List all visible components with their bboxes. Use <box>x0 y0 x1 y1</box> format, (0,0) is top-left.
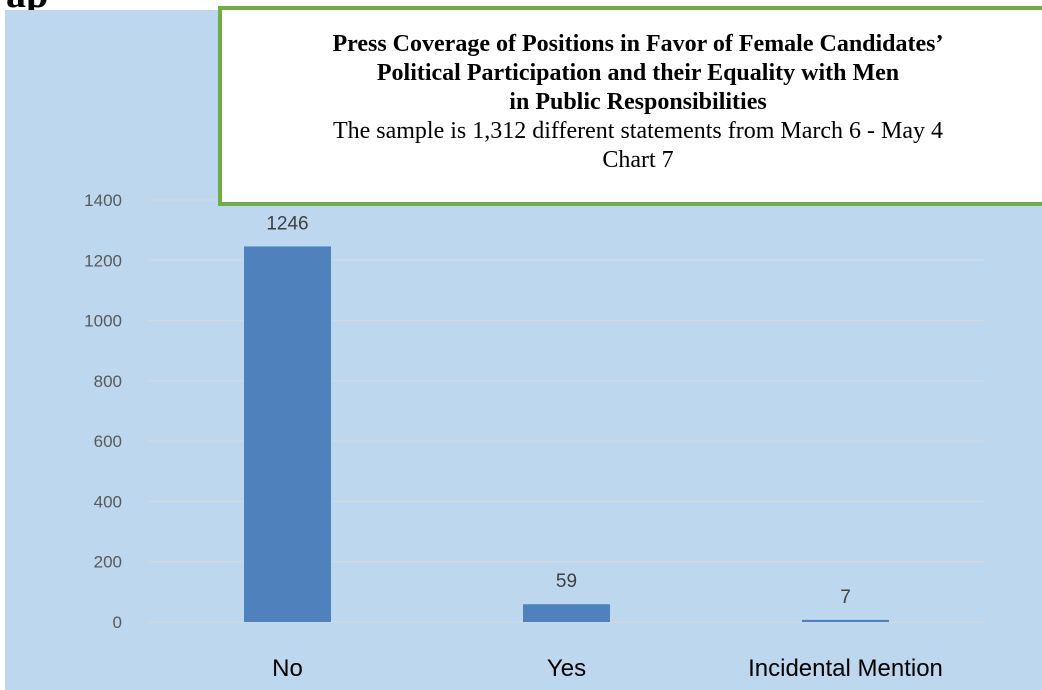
bar-incidental-mention <box>802 619 889 622</box>
bar-yes <box>523 604 610 622</box>
y-tick-label: 1200 <box>84 251 122 270</box>
data-labels: 1246 59 7 <box>266 213 850 607</box>
y-tick-label: 600 <box>94 432 122 451</box>
category-labels: No Yes Incidental Mention <box>272 655 943 682</box>
x-category-label: Yes <box>547 655 586 682</box>
chart-title-line-3: in Public Responsibilities <box>509 89 767 115</box>
y-axis-ticks: 0 200 400 600 800 1000 1200 1400 <box>84 191 122 632</box>
chart-title-line-1: Press Coverage of Positions in Favor of … <box>332 31 944 57</box>
chart-subtitle-line-1: The sample is 1,312 different statements… <box>332 118 944 144</box>
bar-no <box>244 246 331 623</box>
chart-title-line-2: Political Participation and their Equali… <box>376 60 900 86</box>
data-label: 59 <box>556 571 577 592</box>
x-category-label: No <box>272 655 303 682</box>
y-tick-label: 0 <box>113 613 122 632</box>
x-category-label: Incidental Mention <box>748 655 943 682</box>
data-label: 1246 <box>266 213 308 234</box>
y-tick-label: 1400 <box>84 191 122 210</box>
chart-subtitle-line-2: Chart 7 <box>602 147 674 173</box>
y-tick-label: 400 <box>94 492 122 511</box>
bars <box>244 246 889 623</box>
y-tick-label: 1000 <box>84 312 122 331</box>
chart-title-box: Press Coverage of Positions in Favor of … <box>218 6 1042 206</box>
y-tick-label: 200 <box>94 553 122 572</box>
data-label: 7 <box>840 587 851 608</box>
y-tick-label: 800 <box>94 372 122 391</box>
